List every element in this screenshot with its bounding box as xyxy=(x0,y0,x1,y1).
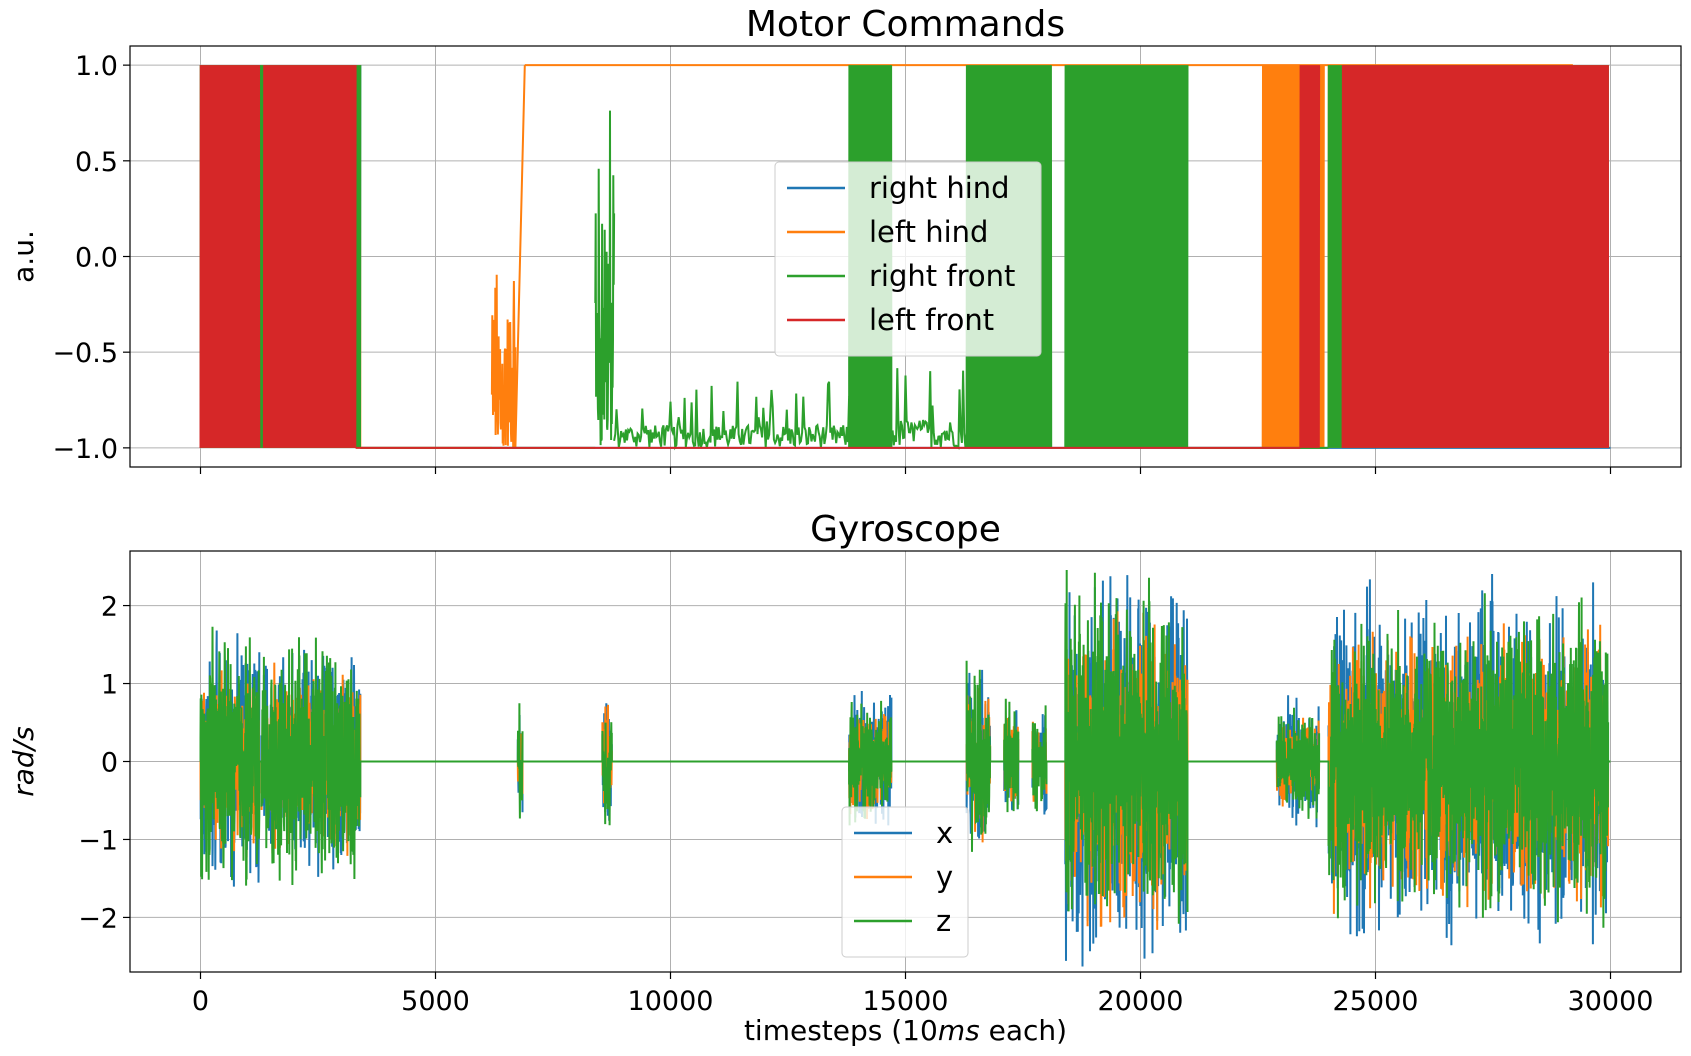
motor-commands-ticks: 1.0 0.5 0.0 −0.5 −1.0 xyxy=(52,51,1612,474)
x-axis-label-italic: ms xyxy=(938,1014,980,1047)
y-tick-label: 2 xyxy=(101,592,118,623)
x-axis-label: timesteps (10ms each) xyxy=(744,1014,1067,1047)
legend-label: right front xyxy=(869,259,1015,293)
gyroscope-title: Gyroscope xyxy=(810,509,1001,550)
motor-commands-legend: right hind left hind right front left front xyxy=(774,161,1042,357)
motor-commands-series xyxy=(199,64,1611,451)
legend-label: left hind xyxy=(869,215,988,249)
x-tick-label: 10000 xyxy=(628,986,714,1017)
y-tick-label: 0 xyxy=(101,748,118,779)
gyroscope-ticks: 0 5000 10000 15000 20000 25000 30000 2 1 0 −1 −2 xyxy=(78,592,1653,1017)
y-tick-label: 0.0 xyxy=(75,243,118,274)
series-line-z xyxy=(199,569,1611,928)
motor-commands-title: Motor Commands xyxy=(746,4,1065,45)
x-tick-label: 15000 xyxy=(863,986,949,1017)
y-tick-label: 1 xyxy=(101,670,118,701)
gyroscope-legend: xyz xyxy=(841,806,969,958)
x-tick-label: 5000 xyxy=(401,986,470,1017)
legend-box xyxy=(774,161,1042,357)
legend-label: x xyxy=(936,816,953,850)
y-tick-label: 0.5 xyxy=(75,147,118,178)
gyroscope-ylabel: rad/s xyxy=(7,726,40,796)
motor-commands-ylabel: a.u. xyxy=(7,230,40,283)
y-tick-label: −0.5 xyxy=(52,338,118,369)
y-tick-label: 1.0 xyxy=(75,51,118,82)
y-tick-label: −1.0 xyxy=(52,434,118,465)
legend-label: z xyxy=(936,904,951,938)
y-tick-label: −2 xyxy=(78,903,118,934)
x-tick-label: 25000 xyxy=(1333,986,1419,1017)
y-tick-label: −1 xyxy=(78,825,118,856)
x-axis-label-suffix: each) xyxy=(980,1014,1067,1047)
gyroscope-series xyxy=(199,569,1611,967)
x-tick-label: 20000 xyxy=(1098,986,1184,1017)
gyroscope-panel: 0 5000 10000 15000 20000 25000 30000 2 1 0 −1 −2 Gy… xyxy=(7,509,1682,1047)
legend-label: y xyxy=(936,860,953,894)
x-axis-label-prefix: timesteps (10 xyxy=(744,1014,938,1047)
x-tick-label: 30000 xyxy=(1568,986,1654,1017)
legend-label: left front xyxy=(869,303,994,337)
legend-box xyxy=(841,806,969,958)
legend-label: right hind xyxy=(869,171,1010,205)
x-tick-label: 0 xyxy=(192,986,209,1017)
series-line-left-front xyxy=(199,65,1610,449)
motor-commands-panel: 1.0 0.5 0.0 −0.5 −1.0 Motor Commands a.u. ri… xyxy=(7,4,1682,474)
